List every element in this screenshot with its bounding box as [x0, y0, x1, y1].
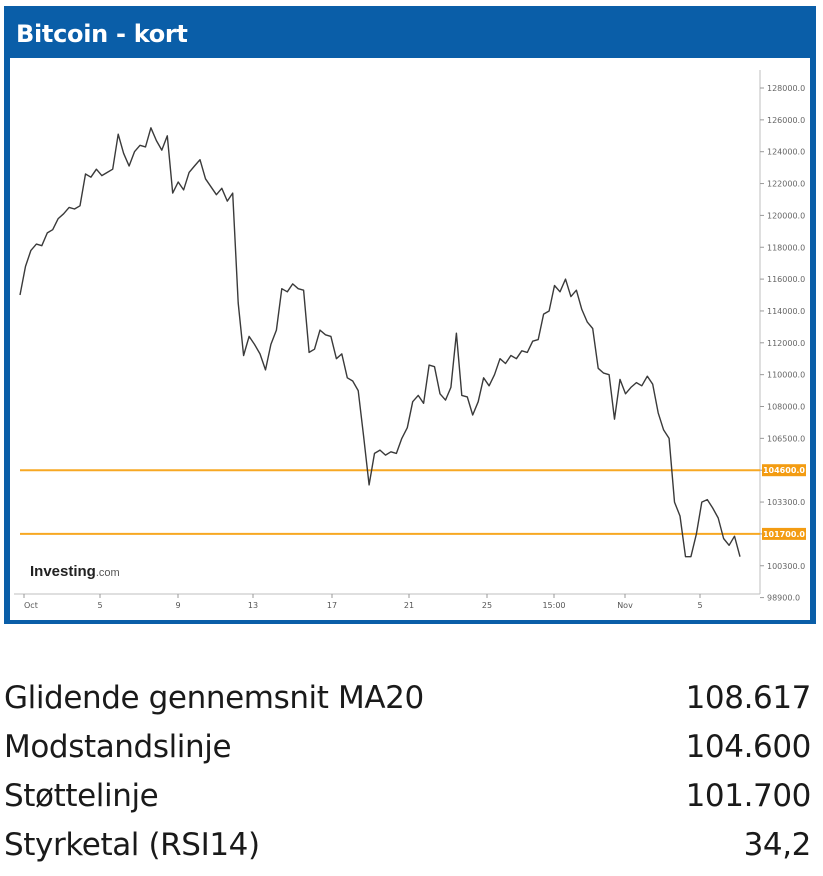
y-tick-label: 116000.0	[767, 275, 805, 284]
watermark-main: Investing	[30, 563, 96, 580]
y-tick-label: 106500.0	[767, 434, 805, 443]
y-tick-label: 128000.0	[767, 84, 805, 93]
chart-panel: Bitcoin - kort 128000.0 126000.0 124000.0 1…	[4, 6, 816, 624]
stat-value-resistance: 104.600	[685, 729, 812, 765]
stat-row-rsi: Styrketal (RSI14) 34,2	[0, 827, 823, 876]
level-tag-label: 104600.0	[763, 466, 805, 475]
price-chart: 128000.0 126000.0 124000.0 122000.0 120000.0…	[14, 70, 806, 610]
chart-title: Bitcoin - kort	[16, 20, 188, 48]
x-tick-label: Nov	[617, 601, 633, 610]
y-tick-label: 100300.0	[767, 562, 805, 571]
level-tag	[762, 527, 806, 540]
stat-value-rsi: 34,2	[743, 827, 812, 863]
x-tick-label: 21	[404, 601, 414, 610]
price-series-line	[19, 127, 741, 558]
y-tick-label: 126000.0	[767, 116, 805, 125]
y-tick-label: 122000.0	[767, 180, 805, 189]
stat-value-support: 101.700	[685, 778, 812, 814]
stat-value-ma20: 108.617	[685, 680, 812, 716]
investing-watermark: Investing.com	[30, 563, 120, 580]
x-tick-label: 5	[697, 601, 702, 610]
y-tick-label: 110000.0	[767, 371, 805, 380]
x-tick-label: 5	[97, 601, 102, 610]
stat-label-support: Støttelinje	[4, 778, 159, 814]
level-tag	[762, 464, 806, 477]
stat-row-ma20: Glidende gennemsnit MA20 108.617	[0, 680, 823, 729]
y-tick-label: 103300.0	[767, 498, 805, 507]
y-tick-label: 98900.0	[767, 594, 800, 603]
stat-label-rsi: Styrketal (RSI14)	[4, 827, 260, 863]
x-tick-label: Oct	[24, 601, 38, 610]
y-tick-label: 114000.0	[767, 307, 805, 316]
y-tick-label: 118000.0	[767, 243, 805, 252]
chart-area: 128000.0 126000.0 124000.0 122000.0 120000.0…	[10, 58, 810, 620]
watermark-suffix: .com	[96, 567, 120, 579]
stat-row-resistance: Modstandslinje 104.600	[0, 729, 823, 778]
y-tick-label: 120000.0	[767, 211, 805, 220]
x-tick-label: 13	[248, 601, 258, 610]
y-tick-label: 112000.0	[767, 339, 805, 348]
y-tick-label: 108000.0	[767, 403, 805, 412]
stat-label-resistance: Modstandslinje	[4, 729, 232, 765]
stat-row-support: Støttelinje 101.700	[0, 778, 823, 827]
stat-label-ma20: Glidende gennemsnit MA20	[4, 680, 424, 716]
y-tick-label: 124000.0	[767, 148, 805, 157]
x-tick-label: 17	[327, 601, 337, 610]
x-tick-label: 15:00	[542, 601, 565, 610]
x-tick-label: 25	[482, 601, 492, 610]
level-tag-label: 101700.0	[763, 530, 805, 539]
x-tick-label: 9	[175, 601, 180, 610]
stats-table: Glidende gennemsnit MA20 108.617 Modstan…	[0, 680, 823, 876]
